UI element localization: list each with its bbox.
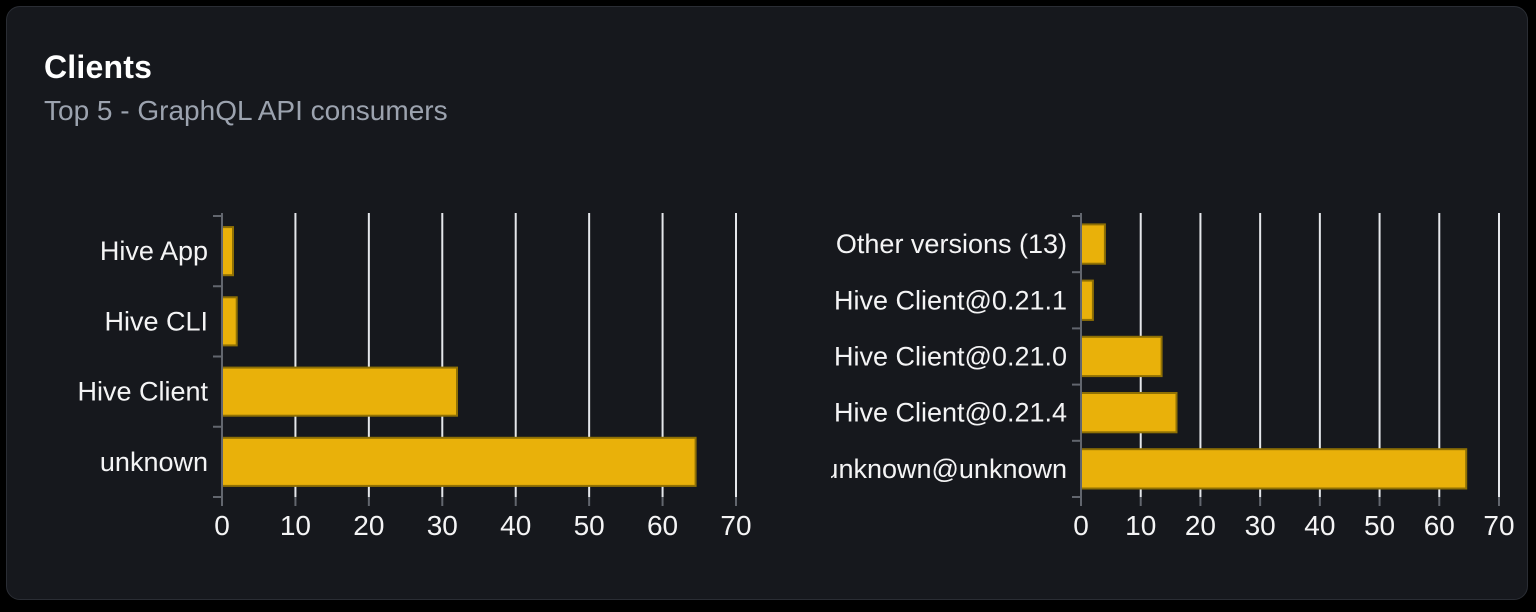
category-label: Hive Client@0.21.1 — [834, 285, 1067, 315]
category-label: Hive CLI — [104, 306, 208, 336]
clients-by-name-chart: Hive App Hive CLI Hive Client unknown 0 10 20 3… — [57, 197, 757, 557]
category-label: unknown — [100, 447, 208, 477]
bar-unknown[interactable] — [221, 436, 697, 487]
x-tick-label: 60 — [647, 510, 678, 541]
category-label: Other versions (13) — [836, 229, 1067, 259]
card-subtitle: Top 5 - GraphQL API consumers — [44, 95, 448, 126]
category-label: unknown@unknown — [831, 454, 1067, 484]
card-title: Clients — [44, 49, 153, 85]
category-label: Hive App — [100, 236, 208, 266]
bar-other-versions-13-[interactable] — [1080, 223, 1106, 265]
x-tick-label: 30 — [1245, 510, 1276, 541]
bar-hive-app[interactable] — [221, 226, 234, 277]
x-tick-label: 0 — [214, 510, 230, 541]
bar-unknown-unknown[interactable] — [1080, 448, 1468, 490]
x-tick-label: 50 — [574, 510, 605, 541]
x-tick-label: 40 — [1304, 510, 1335, 541]
x-tick-label: 70 — [720, 510, 751, 541]
clients-by-version-chart: Other versions (13) Hive Client@0.21.1 Hiv… — [831, 197, 1531, 557]
x-tick-label: 20 — [1185, 510, 1216, 541]
x-tick-label: 10 — [1125, 510, 1156, 541]
x-tick-label: 60 — [1424, 510, 1455, 541]
bar-hive-client-0-21-0[interactable] — [1080, 335, 1163, 378]
category-label: Hive Client — [77, 377, 208, 407]
x-tick-label: 30 — [427, 510, 458, 541]
clients-card: Clients Top 5 - GraphQL API consumers Hi… — [6, 6, 1528, 600]
x-tick-label: 0 — [1073, 510, 1089, 541]
x-tick-label: 50 — [1364, 510, 1395, 541]
x-tick-label: 20 — [353, 510, 384, 541]
bar-hive-client-0-21-1[interactable] — [1080, 279, 1094, 321]
x-tick-label: 40 — [500, 510, 531, 541]
category-label: Hive Client@0.21.0 — [834, 342, 1067, 372]
x-tick-label: 10 — [280, 510, 311, 541]
bar-hive-client-0-21-4[interactable] — [1080, 392, 1178, 434]
bar-hive-cli[interactable] — [221, 296, 238, 347]
x-tick-label: 70 — [1483, 510, 1514, 541]
category-label: Hive Client@0.21.4 — [834, 398, 1067, 428]
bar-hive-client[interactable] — [221, 366, 458, 417]
